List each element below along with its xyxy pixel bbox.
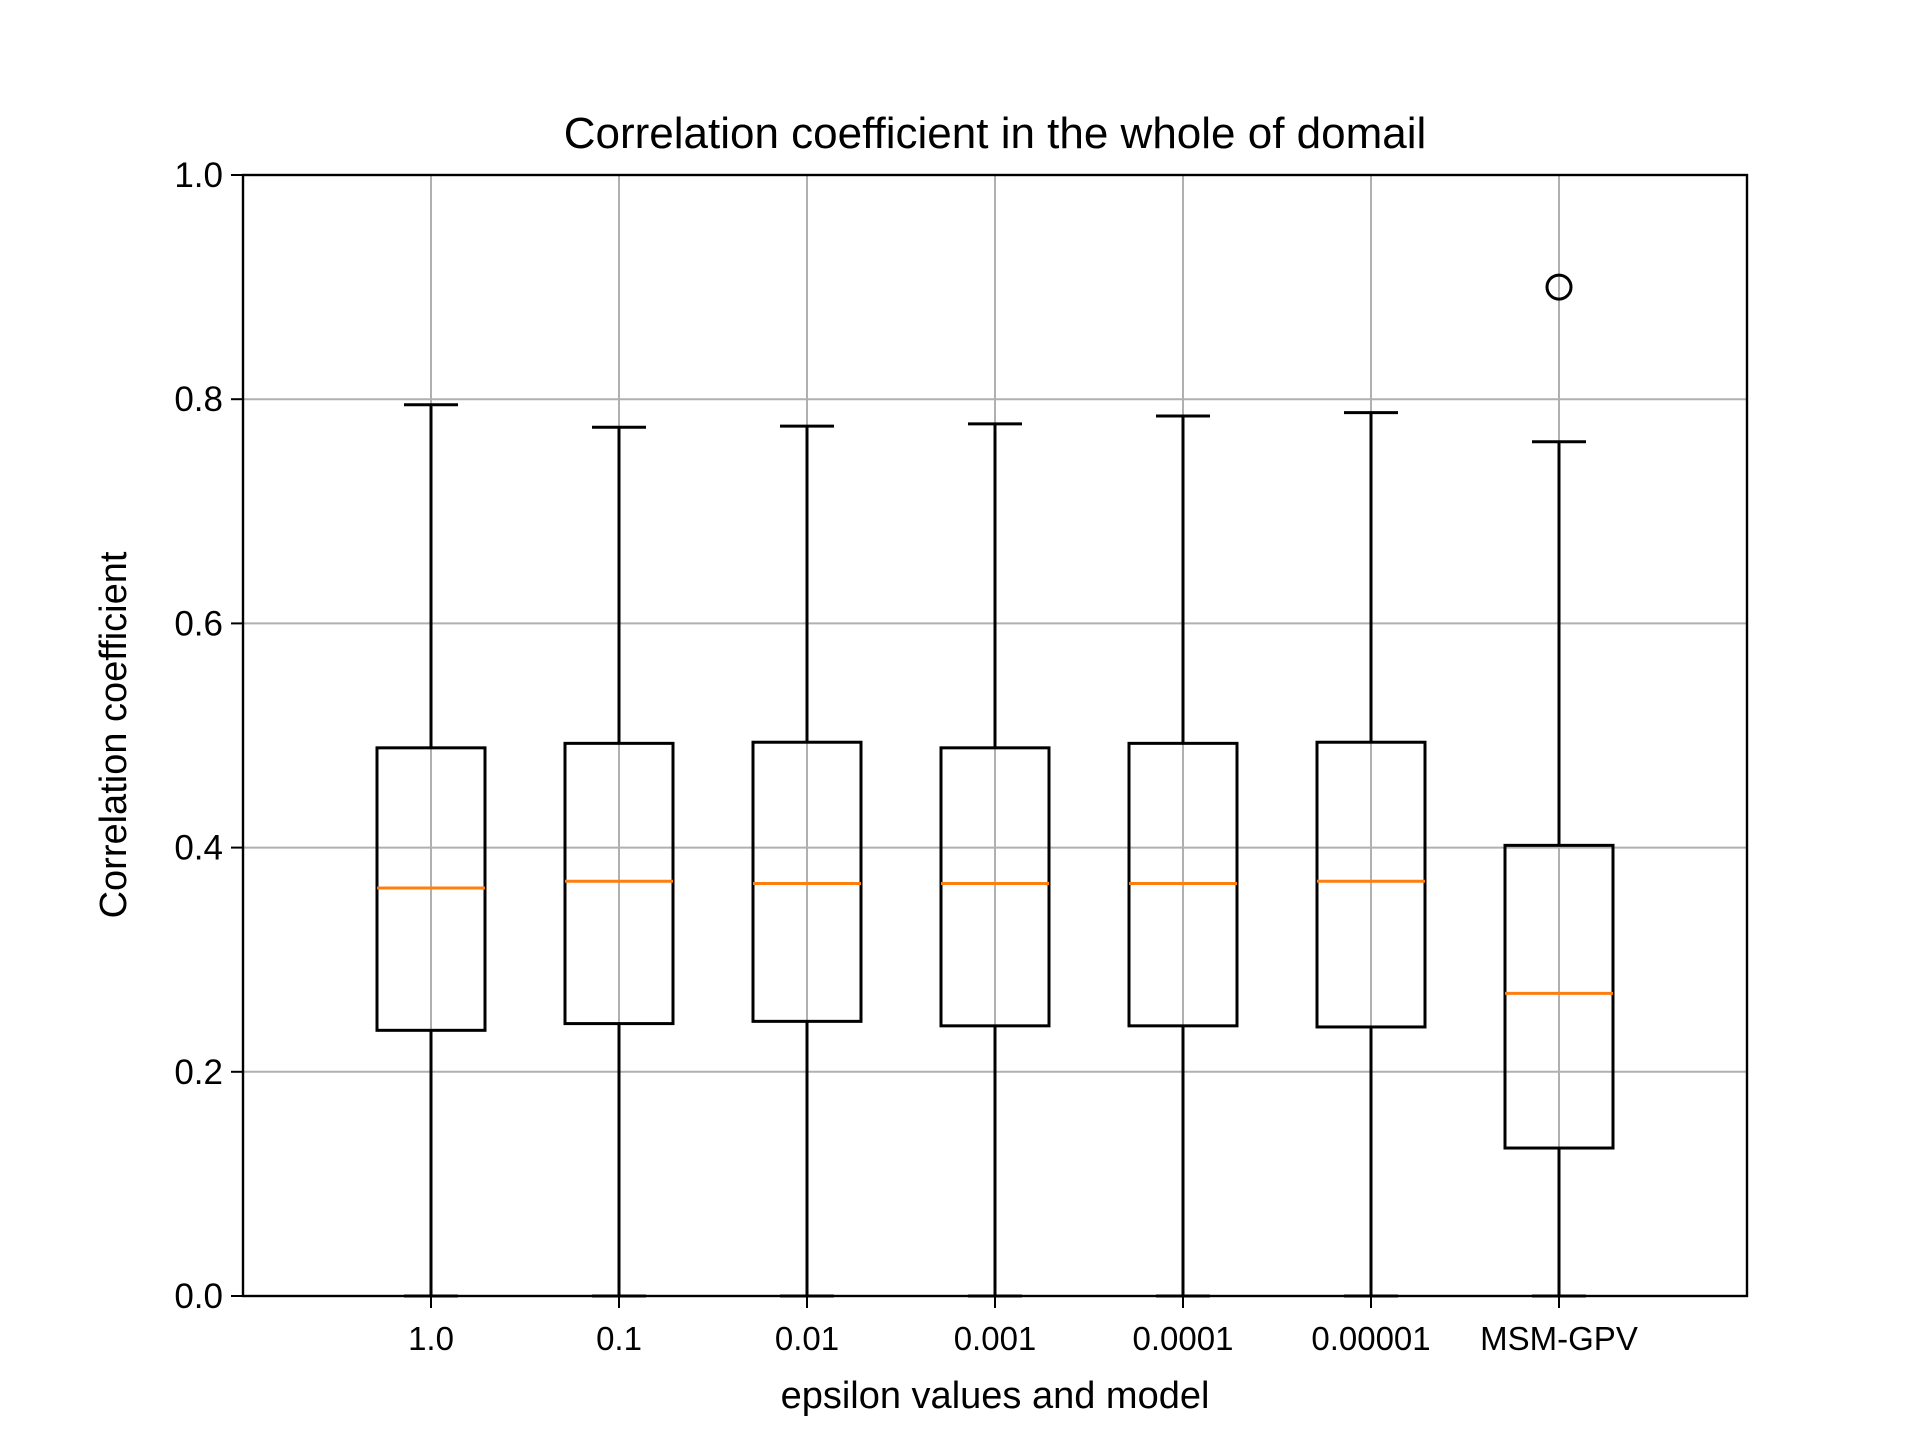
iqr-box	[563, 741, 675, 1026]
x-tick-label: 0.01	[775, 1320, 839, 1357]
x-tick-label: 0.1	[596, 1320, 642, 1357]
iqr-box	[939, 746, 1051, 1028]
box-5	[1127, 414, 1239, 1298]
y-tick-label: 0.0	[174, 1277, 223, 1316]
y-axis: 0.0 0.2 0.4 0.6 0.8 1.0	[174, 156, 243, 1316]
outlier-point	[1545, 273, 1573, 301]
box-4	[939, 422, 1051, 1298]
x-axis: 1.0 0.1 0.01 0.001 0.0001 0.00001 MSM-GPV	[408, 1296, 1638, 1357]
y-tick-label: 1.0	[174, 156, 223, 195]
box-7	[1503, 273, 1615, 1298]
x-axis-label: epsilon values and model	[781, 1375, 1210, 1417]
iqr-box	[1315, 740, 1427, 1029]
x-tick-label: 0.00001	[1311, 1320, 1430, 1357]
iqr-box	[751, 740, 863, 1023]
y-axis-label: Correlation coefficient	[93, 551, 135, 918]
y-tick-label: 0.2	[174, 1053, 223, 1092]
y-tick-label: 0.8	[174, 380, 223, 419]
x-tick-label: MSM-GPV	[1480, 1320, 1638, 1357]
x-tick-label: 0.001	[954, 1320, 1037, 1357]
chart-title: Correlation coefficient in the whole of …	[564, 109, 1427, 158]
box-6	[1315, 411, 1427, 1298]
iqr-box	[1503, 843, 1615, 1150]
y-tick-label: 0.6	[174, 604, 223, 643]
x-tick-label: 1.0	[408, 1320, 454, 1357]
x-tick-label: 0.0001	[1133, 1320, 1234, 1357]
y-tick-label: 0.4	[174, 829, 223, 868]
